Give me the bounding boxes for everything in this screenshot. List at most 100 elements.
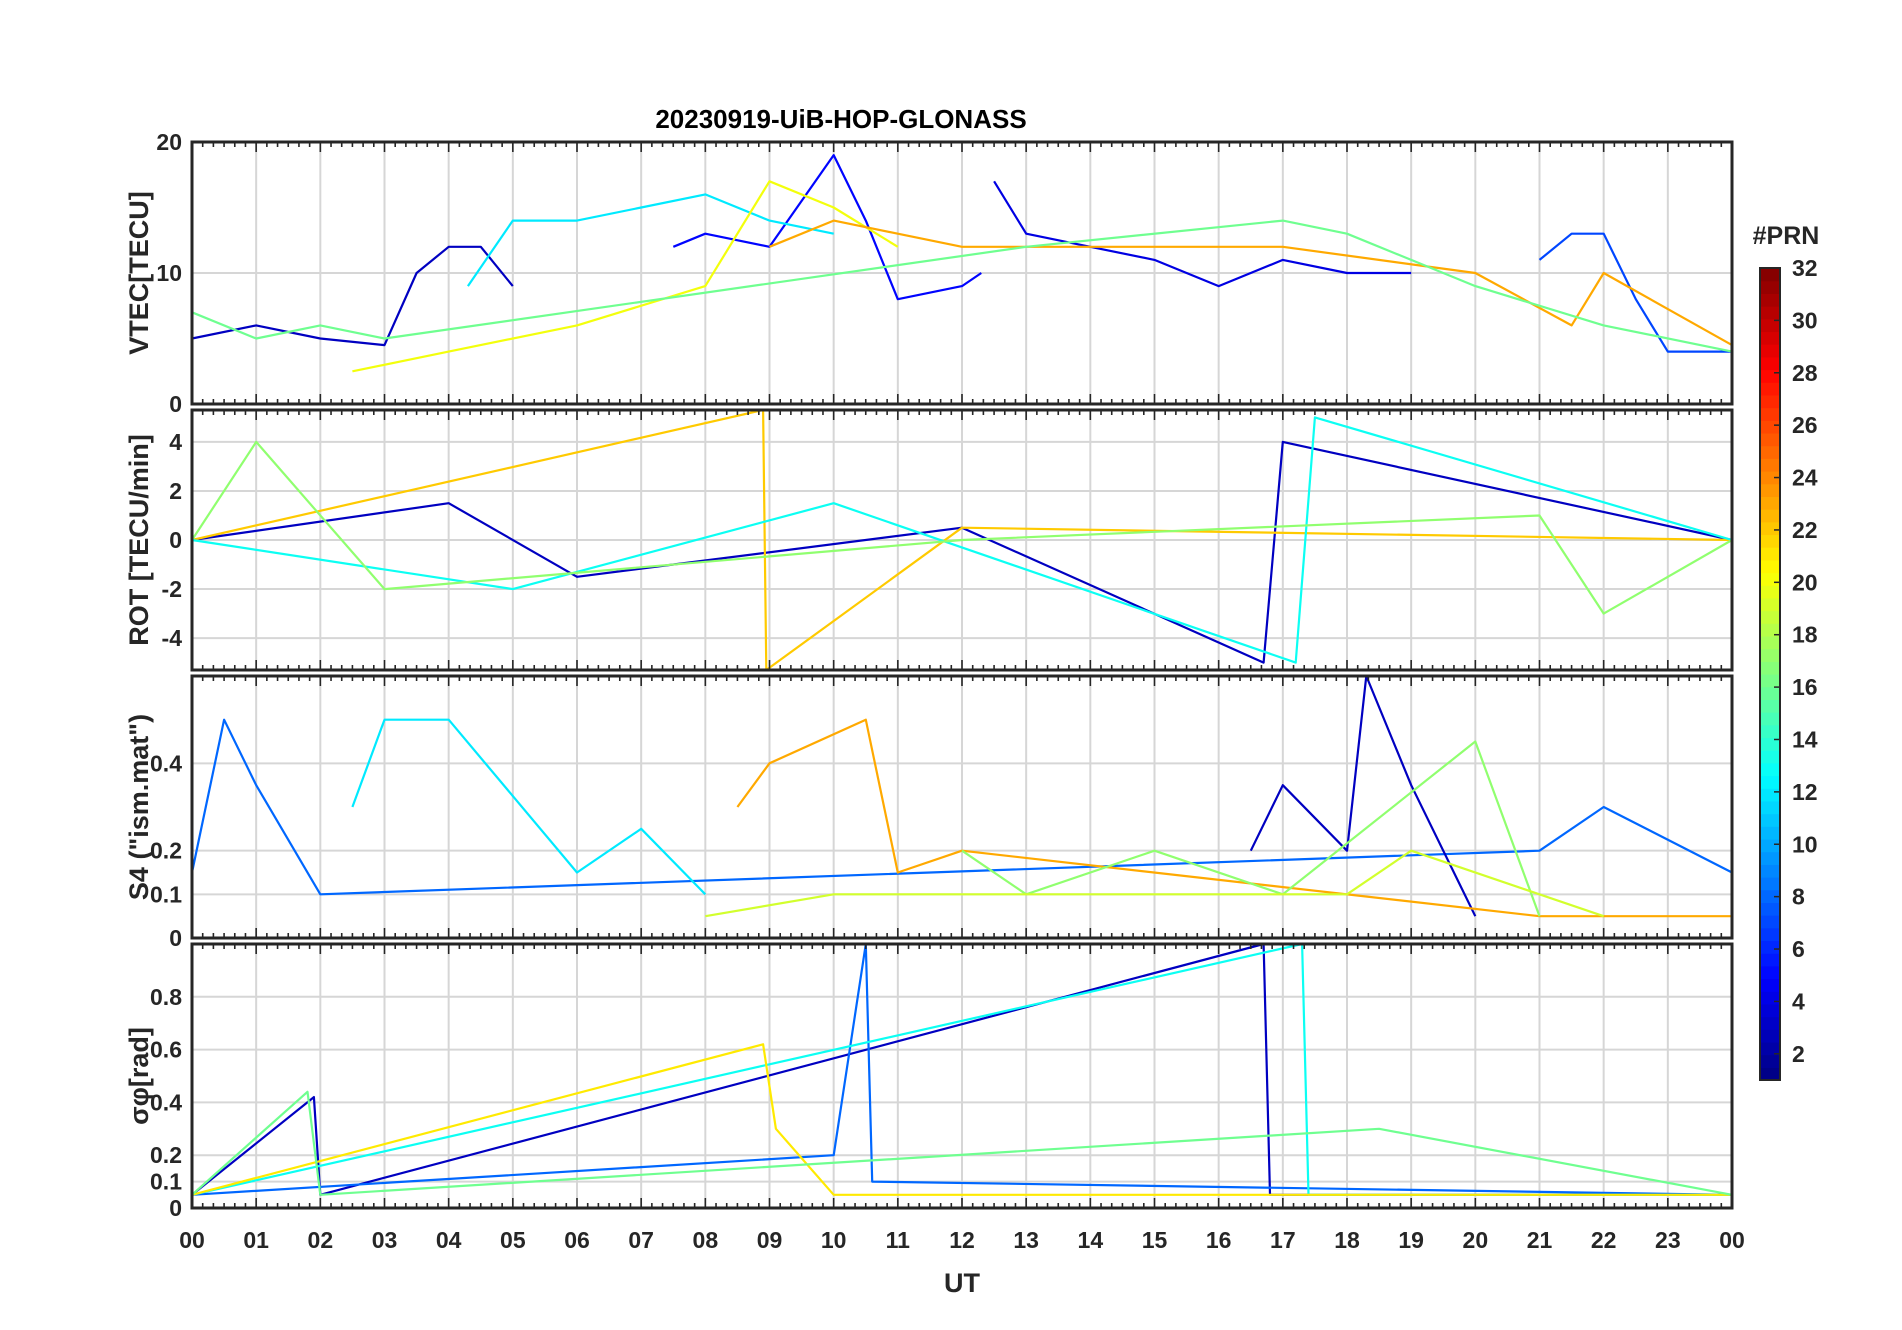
colorbar-segment — [1760, 902, 1780, 916]
colorbar-segment — [1760, 445, 1780, 459]
x-tick-label: 06 — [564, 1227, 590, 1253]
colorbar-segment — [1760, 572, 1780, 586]
colorbar-tick-label: 8 — [1792, 884, 1805, 910]
y-tick-label: 0 — [169, 1195, 182, 1221]
x-tick-label: 13 — [1013, 1227, 1039, 1253]
series-line-prn-16 — [191, 219, 1733, 353]
colorbar-tick-label: 18 — [1792, 622, 1818, 648]
panel-frame — [190, 140, 1734, 406]
colorbar-tick-label: 32 — [1792, 255, 1818, 281]
y-tick-label: 4 — [169, 429, 182, 455]
colorbar-segment — [1760, 1016, 1780, 1030]
y-tick-label: 2 — [169, 478, 182, 504]
x-tick-label: 16 — [1206, 1227, 1232, 1253]
colorbar-segment — [1760, 306, 1780, 320]
series-line-prn-5 — [672, 154, 982, 301]
y-tick-label: 0.1 — [150, 881, 182, 907]
colorbar-segment — [1760, 509, 1780, 523]
colorbar-segment — [1760, 280, 1780, 294]
x-tick-labels: 00 01 02 03 04 05 06 07 08 09 10 11 12 13 14 15 16 17 18 19… — [179, 1227, 1745, 1253]
series-line-prn-17 — [961, 740, 1541, 917]
panel-frame — [190, 674, 1734, 940]
panel-frame — [190, 942, 1734, 1210]
colorbar-title: #PRN — [1753, 222, 1820, 250]
colorbar-segment — [1760, 318, 1780, 333]
x-tick-label: 10 — [821, 1227, 847, 1253]
colorbar-segment — [1760, 737, 1780, 751]
x-tick-label: 22 — [1591, 1227, 1617, 1253]
figure-title: 20230919-UiB-HOP-GLONASS — [655, 104, 1026, 134]
colorbar-segment — [1760, 521, 1780, 536]
panel-ROT: -4 -2 0 2 4 ROT [TECU/min] — [124, 408, 1734, 672]
panel-S4: 0 0.1 0.2 0.4S4 ("ism.mat") — [124, 674, 1734, 951]
colorbar-segment — [1760, 826, 1780, 840]
colorbar-segment — [1760, 610, 1780, 624]
colorbar-segment — [1760, 750, 1780, 764]
colorbar-segment — [1760, 699, 1780, 713]
colorbar-segment — [1760, 268, 1780, 282]
colorbar-segment — [1760, 369, 1780, 383]
x-tick-label: 00 — [179, 1227, 205, 1253]
colorbar-segment — [1760, 1029, 1780, 1043]
colorbar-segment — [1760, 623, 1780, 637]
colorbar-segment — [1760, 1003, 1780, 1018]
colorbar-segment — [1760, 407, 1780, 421]
x-tick-label: 05 — [500, 1227, 526, 1253]
y-tick-label: 0.8 — [150, 984, 182, 1010]
colorbar-tick-label: 22 — [1792, 517, 1818, 543]
x-tick-label: 23 — [1655, 1227, 1681, 1253]
colorbar-tick-label: 24 — [1792, 465, 1818, 491]
series-line-prn-13 — [191, 416, 1733, 664]
colorbar-segment — [1760, 356, 1780, 371]
series-line-prn-8 — [190, 718, 1733, 896]
colorbar-segment — [1760, 394, 1780, 409]
y-tick-label: -4 — [162, 625, 183, 651]
colorbar-segment — [1760, 991, 1780, 1005]
colorbar-segment — [1760, 534, 1780, 548]
colorbar-tick-label: 2 — [1792, 1041, 1805, 1067]
y-tick-label: 0.2 — [150, 838, 182, 864]
colorbar-frame — [1759, 267, 1781, 1081]
colorbar-segment — [1760, 420, 1780, 434]
x-tick-label: 08 — [693, 1227, 719, 1253]
colorbar-segment — [1760, 940, 1780, 954]
x-tick-label: 19 — [1398, 1227, 1424, 1253]
colorbar-segment — [1760, 635, 1780, 650]
x-tick-label: 14 — [1078, 1227, 1104, 1253]
x-tick-label: 01 — [243, 1227, 269, 1253]
colorbar-segment — [1760, 585, 1780, 599]
colorbar-segment — [1760, 1067, 1780, 1081]
y-tick-label: 0.2 — [150, 1142, 182, 1168]
colorbar-segment — [1760, 1054, 1780, 1068]
colorbar-segment — [1760, 788, 1780, 802]
colorbar-segment — [1760, 978, 1780, 992]
y-tick-label: 0 — [169, 391, 182, 417]
colorbar-segment — [1760, 344, 1780, 358]
colorbar-tick-label: 16 — [1792, 674, 1818, 700]
colorbar-tick-label: 10 — [1792, 831, 1818, 857]
colorbar-segment — [1760, 813, 1780, 827]
series-line-prn-12 — [466, 193, 834, 287]
colorbar-segment — [1760, 762, 1780, 777]
colorbar-segment — [1760, 648, 1780, 662]
y-axis-label: VTEC[TECU] — [124, 191, 154, 355]
colorbar-tick-label: 6 — [1792, 936, 1805, 962]
series-line-prn-21 — [191, 1043, 1732, 1196]
colorbar-tick-label: 20 — [1792, 569, 1818, 595]
x-tick-label: 07 — [628, 1227, 654, 1253]
colorbar-segment — [1760, 661, 1780, 675]
x-tick-label: 15 — [1142, 1227, 1168, 1253]
series-line-prn-20 — [352, 180, 899, 373]
y-tick-label: 20 — [156, 129, 182, 155]
series-line-prn-3 — [191, 245, 514, 347]
colorbar-segment — [1760, 471, 1780, 485]
colorbar-segment — [1760, 458, 1780, 472]
series-line-prn-23 — [769, 219, 1733, 347]
colorbar-segment — [1760, 382, 1780, 396]
colorbar-segment — [1760, 432, 1780, 447]
colorbar-segment — [1760, 331, 1780, 345]
x-tick-label: 04 — [436, 1227, 462, 1253]
series-line-prn-7 — [1538, 232, 1732, 353]
colorbar-tick-label: 28 — [1792, 360, 1818, 386]
